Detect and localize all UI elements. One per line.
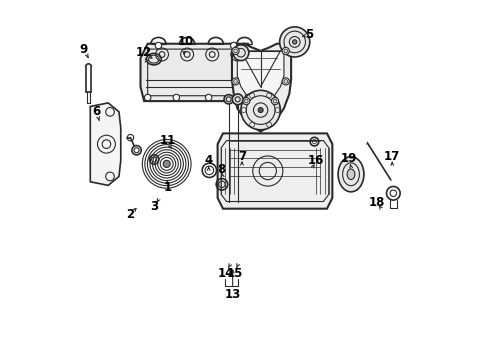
Bar (249, 149, 257, 160)
Text: 8: 8 (217, 163, 225, 176)
Circle shape (230, 42, 237, 49)
Text: 6: 6 (92, 105, 101, 118)
Polygon shape (90, 103, 121, 185)
Circle shape (231, 78, 239, 85)
Text: 12: 12 (135, 46, 151, 59)
Text: 19: 19 (340, 152, 357, 165)
Circle shape (242, 98, 249, 105)
Circle shape (233, 45, 248, 60)
Text: 17: 17 (384, 150, 400, 163)
Text: 14: 14 (217, 267, 233, 280)
Text: 7: 7 (238, 150, 245, 163)
Circle shape (231, 47, 239, 54)
Ellipse shape (337, 157, 363, 192)
Circle shape (258, 108, 263, 113)
Circle shape (279, 27, 309, 57)
Text: 5: 5 (305, 28, 312, 41)
Circle shape (232, 94, 243, 105)
Bar (285, 149, 293, 160)
Text: 18: 18 (368, 196, 385, 209)
Bar (293, 149, 302, 160)
Circle shape (163, 160, 170, 167)
Ellipse shape (346, 169, 354, 180)
Polygon shape (237, 51, 284, 105)
Bar (240, 149, 248, 160)
Text: 2: 2 (126, 208, 134, 221)
Text: 16: 16 (307, 154, 324, 167)
Text: 10: 10 (177, 35, 193, 49)
Circle shape (241, 90, 280, 130)
Circle shape (155, 42, 162, 49)
Text: 3: 3 (150, 201, 158, 213)
Text: 15: 15 (226, 267, 242, 280)
Circle shape (205, 94, 211, 101)
Text: 9: 9 (80, 42, 88, 55)
Circle shape (271, 98, 278, 105)
Circle shape (282, 47, 289, 54)
Polygon shape (217, 134, 332, 209)
Circle shape (173, 94, 179, 101)
Circle shape (292, 40, 296, 44)
Text: 13: 13 (224, 288, 240, 301)
Circle shape (224, 95, 233, 104)
Text: 1: 1 (163, 181, 171, 194)
Polygon shape (140, 44, 255, 101)
Circle shape (244, 94, 251, 101)
Text: 4: 4 (204, 154, 212, 167)
Circle shape (282, 78, 289, 85)
Bar (231, 149, 239, 160)
Bar (276, 149, 284, 160)
Ellipse shape (146, 53, 161, 65)
Polygon shape (231, 44, 290, 132)
Text: 11: 11 (159, 134, 175, 147)
Circle shape (144, 94, 151, 101)
